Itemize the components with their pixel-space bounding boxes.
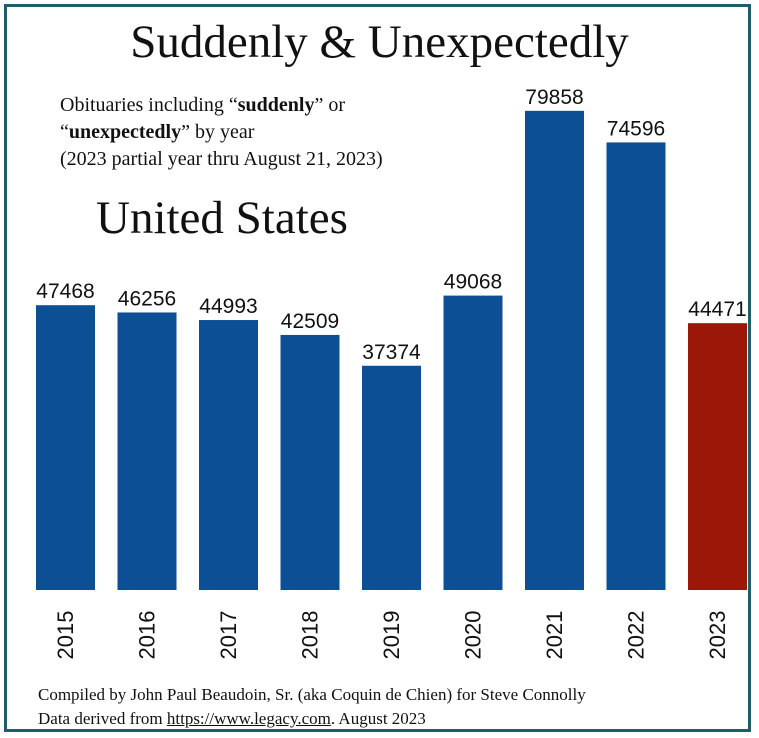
bar-2020	[443, 295, 503, 590]
category-label-2021: 2021	[542, 611, 567, 660]
subtitle-line-2: “unexpectedly” by year	[60, 119, 520, 146]
bar-2021	[525, 110, 584, 591]
region-label: United States	[96, 192, 348, 244]
category-label-2019: 2019	[379, 611, 404, 660]
value-label-2015: 47468	[36, 280, 94, 303]
value-label-2021: 79858	[525, 86, 583, 109]
value-label-2017: 44993	[199, 295, 257, 318]
footer-source-text: Data derived from	[38, 709, 167, 728]
category-label-2017: 2017	[216, 611, 241, 660]
subtitle-keyword-suddenly: suddenly	[237, 94, 315, 116]
subtitle-text: Obituaries including “	[60, 94, 238, 116]
subtitle-line-3: (2023 partial year thru August 21, 2023)	[60, 148, 383, 170]
value-label-2019: 37374	[362, 341, 421, 364]
value-label-2023: 44471	[688, 298, 746, 321]
value-label-2022: 74596	[607, 117, 665, 140]
subtitle-text: ” by year	[181, 121, 255, 143]
bar-2015	[36, 305, 95, 590]
category-label-2022: 2022	[624, 611, 649, 660]
footer-source-date: . August 2023	[330, 709, 426, 728]
bar-2018	[280, 334, 340, 590]
value-label-2020: 49068	[444, 271, 502, 294]
category-label-2023: 2023	[705, 611, 730, 660]
chart-footer: Compiled by John Paul Beaudoin, Sr. (aka…	[38, 683, 750, 731]
chart-subtitle: Obituaries including “suddenly” or “unex…	[60, 92, 520, 173]
subtitle-text: “	[60, 121, 69, 143]
value-label-2018: 42509	[281, 310, 339, 333]
bar-2017	[199, 320, 258, 590]
category-label-2016: 2016	[135, 611, 160, 660]
subtitle-text: ” or	[314, 94, 345, 116]
category-label-2018: 2018	[298, 611, 323, 660]
bar-2019	[362, 365, 421, 590]
category-label-2015: 2015	[53, 611, 78, 660]
category-label-2020: 2020	[461, 611, 486, 660]
value-label-2016: 46256	[118, 287, 176, 310]
chart-title: Suddenly & Unexpectedly	[130, 16, 629, 68]
subtitle-keyword-unexpectedly: unexpectedly	[68, 121, 182, 143]
bar-2016	[117, 312, 177, 590]
subtitle-line-1: Obituaries including “suddenly” or	[60, 92, 520, 119]
footer-source: Data derived from https://www.legacy.com…	[38, 707, 750, 731]
footer-credit: Compiled by John Paul Beaudoin, Sr. (aka…	[38, 685, 586, 704]
bar-2022	[606, 142, 666, 590]
source-link[interactable]: https://www.legacy.com	[166, 709, 331, 728]
bar-2023	[688, 323, 747, 590]
